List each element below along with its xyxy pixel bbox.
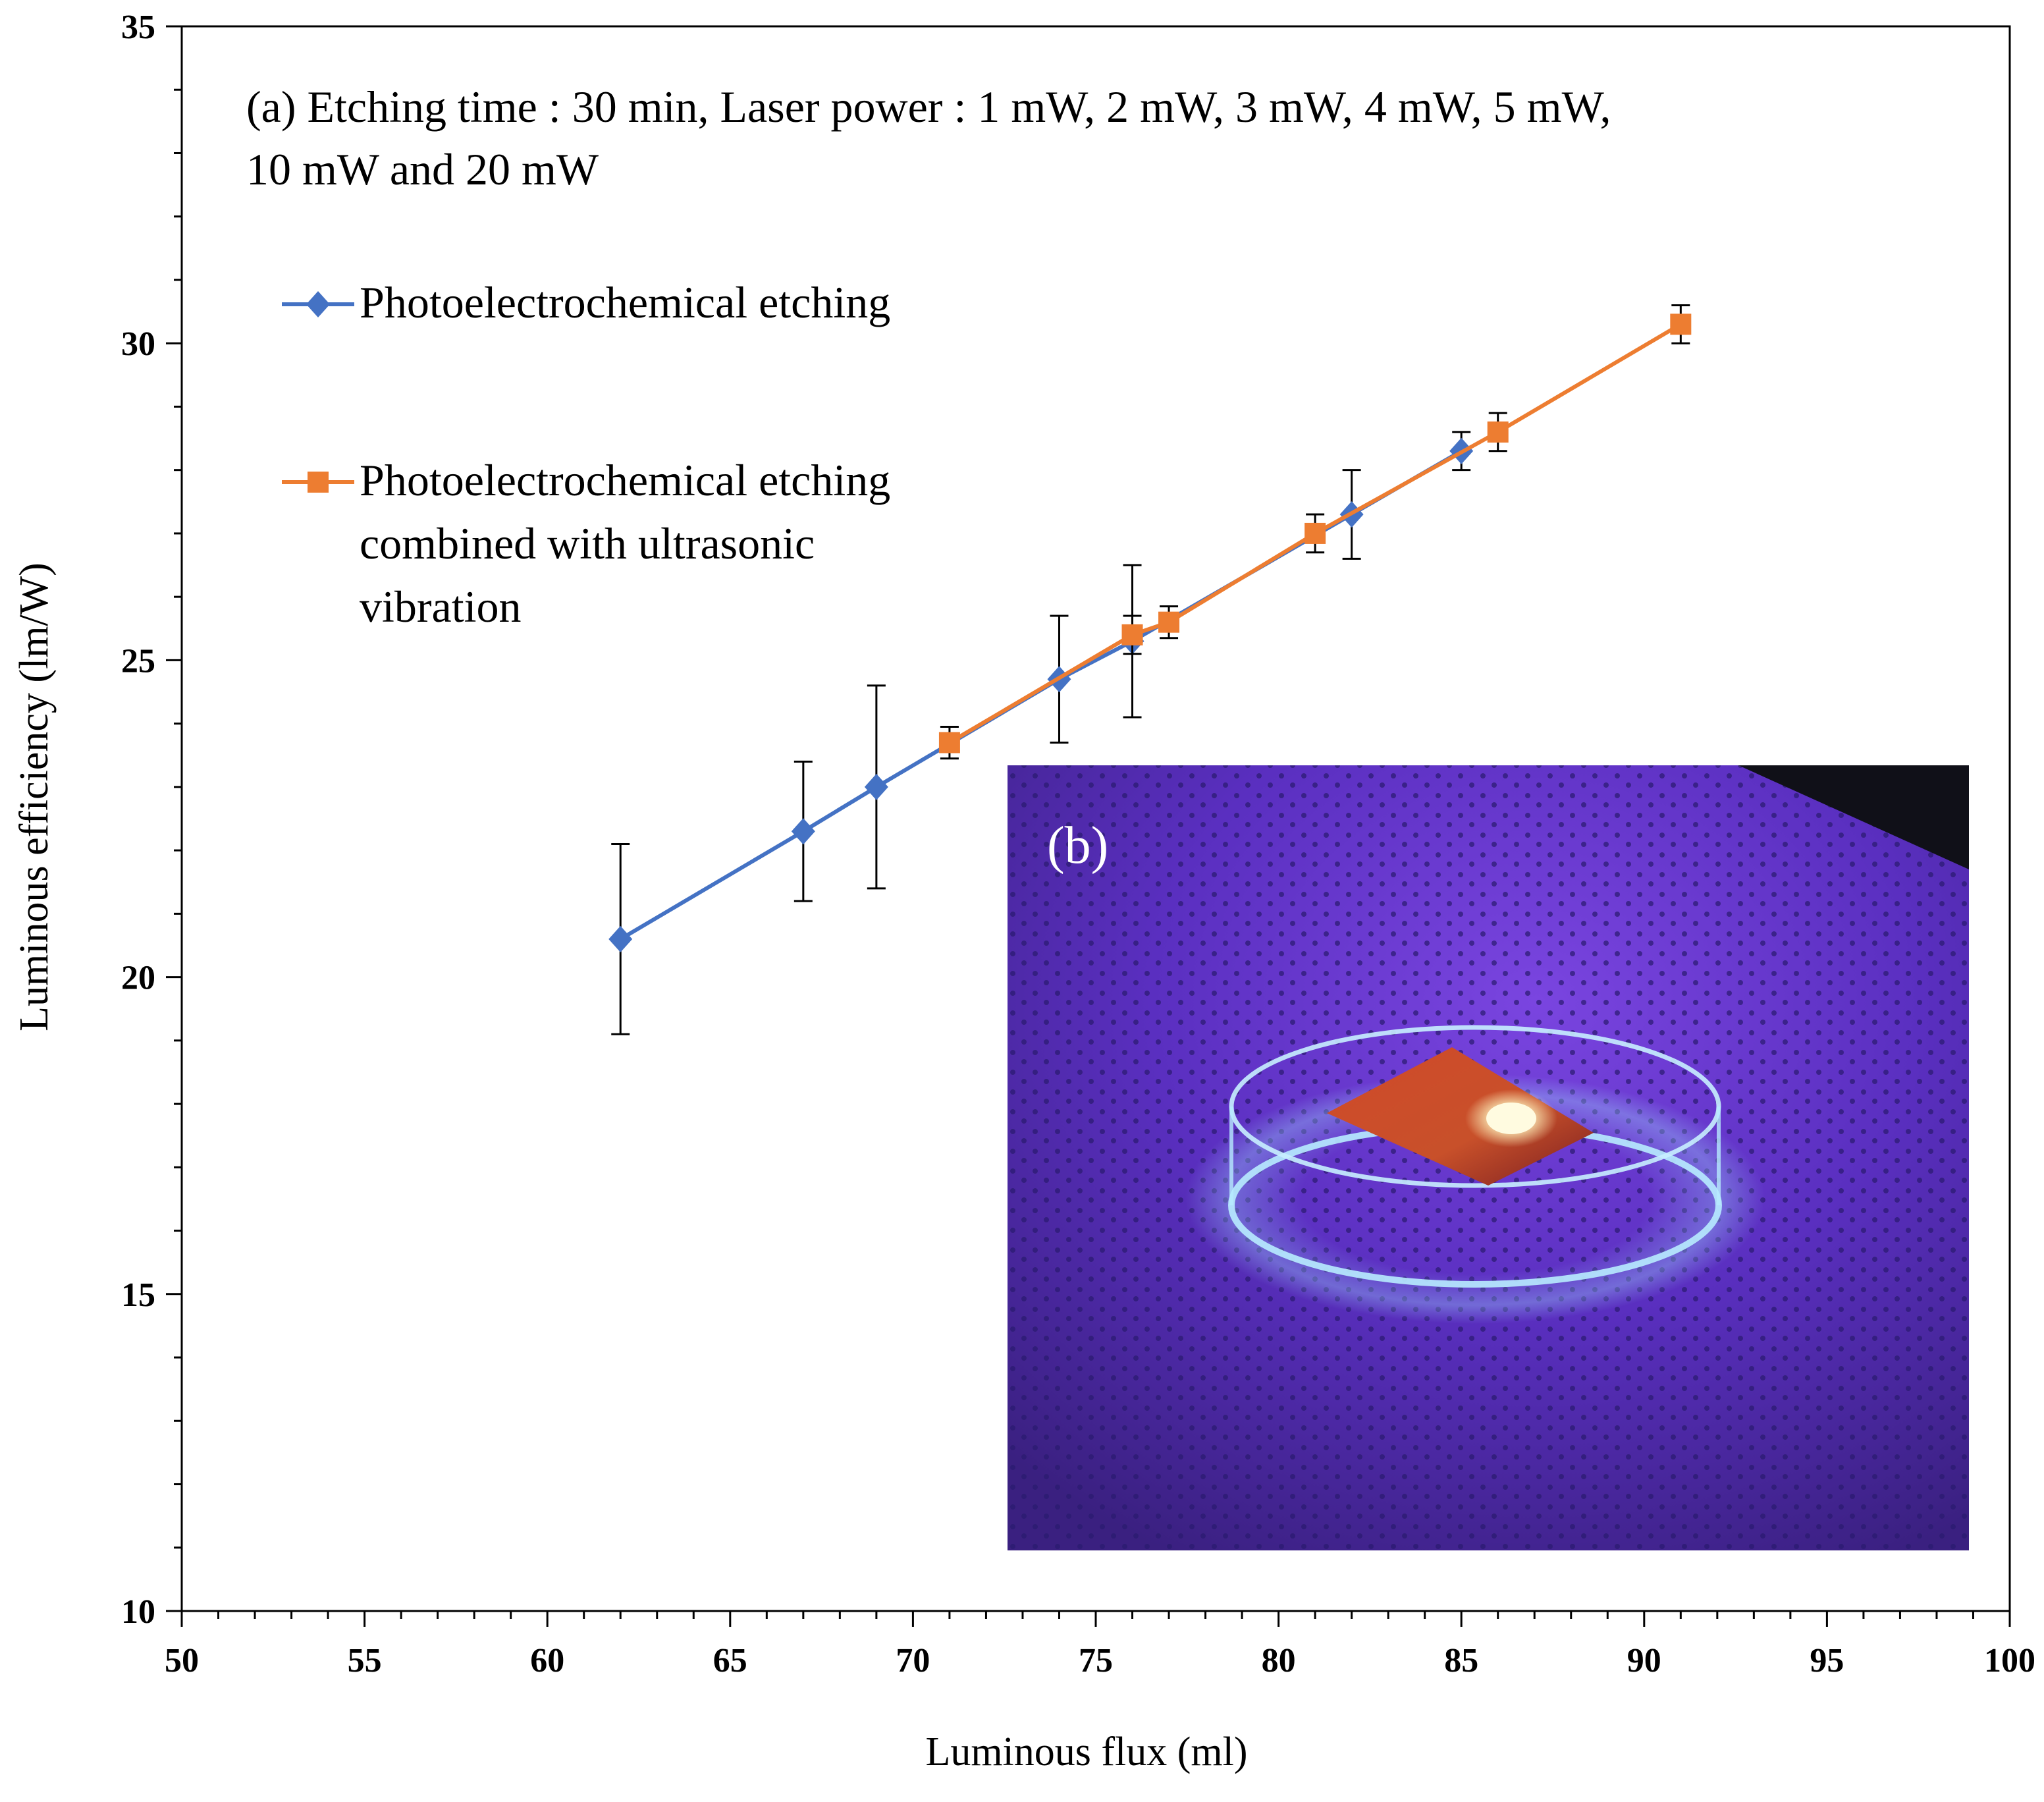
legend-label: Photoelectrochemical etching <box>360 277 890 327</box>
etched-plate <box>1327 1047 1594 1186</box>
x-axis: 50 55 60 65 70 75 80 85 90 95 100 <box>165 1611 2035 1679</box>
legend-label: Photoelectrochemical etching <box>360 455 890 505</box>
inset-label: (b) <box>1047 817 1108 875</box>
led-spot <box>1486 1103 1536 1134</box>
x-tick-label: 80 <box>1262 1642 1296 1679</box>
y-tick-label: 30 <box>121 325 155 363</box>
x-tick-label: 70 <box>896 1642 930 1679</box>
data-point <box>1670 314 1692 335</box>
x-tick-label: 50 <box>165 1642 199 1679</box>
legend-marker <box>306 291 330 317</box>
legend: Photoelectrochemical etching Photoelectro… <box>282 277 890 632</box>
x-tick-label: 90 <box>1627 1642 1661 1679</box>
annotation-line-1: (a) Etching time : 30 min, Laser power :… <box>246 82 1611 132</box>
inset-dark-corner <box>1738 765 1969 869</box>
y-tick-label: 10 <box>121 1593 155 1631</box>
legend-label: vibration <box>360 582 522 632</box>
x-tick-label: 75 <box>1079 1642 1113 1679</box>
data-point <box>1487 421 1509 443</box>
x-tick-label: 100 <box>1984 1642 2035 1679</box>
data-point <box>1158 611 1180 633</box>
legend-marker <box>308 472 329 493</box>
data-point <box>608 925 633 952</box>
data-point <box>938 732 960 753</box>
x-axis-title: Luminous flux (ml) <box>925 1730 1247 1774</box>
x-tick-label: 60 <box>530 1642 564 1679</box>
data-point <box>864 773 888 800</box>
y-tick-label: 20 <box>121 960 155 997</box>
series-layer <box>608 304 1692 1035</box>
inset-photo: (b) <box>1008 765 1969 1550</box>
y-tick-label: 15 <box>121 1276 155 1314</box>
data-point <box>791 818 815 845</box>
x-tick-label: 95 <box>1810 1642 1844 1679</box>
data-point <box>1121 624 1143 645</box>
y-tick-label: 25 <box>121 642 155 680</box>
legend-label: combined with ultrasonic <box>360 518 815 568</box>
x-tick-label: 65 <box>713 1642 747 1679</box>
x-tick-label: 85 <box>1444 1642 1478 1679</box>
data-point <box>1304 522 1326 544</box>
series-line <box>948 322 1682 745</box>
y-tick-label: 35 <box>121 9 155 46</box>
x-tick-label: 55 <box>348 1642 382 1679</box>
petri-dish-glow <box>1185 1074 1765 1324</box>
y-axis: 10 15 20 25 30 35 <box>121 9 182 1631</box>
annotation-line-2: 10 mW and 20 mW <box>246 144 599 194</box>
series-2 <box>938 304 1692 760</box>
y-axis-title: Luminous efficiency (lm/W) <box>12 562 57 1031</box>
